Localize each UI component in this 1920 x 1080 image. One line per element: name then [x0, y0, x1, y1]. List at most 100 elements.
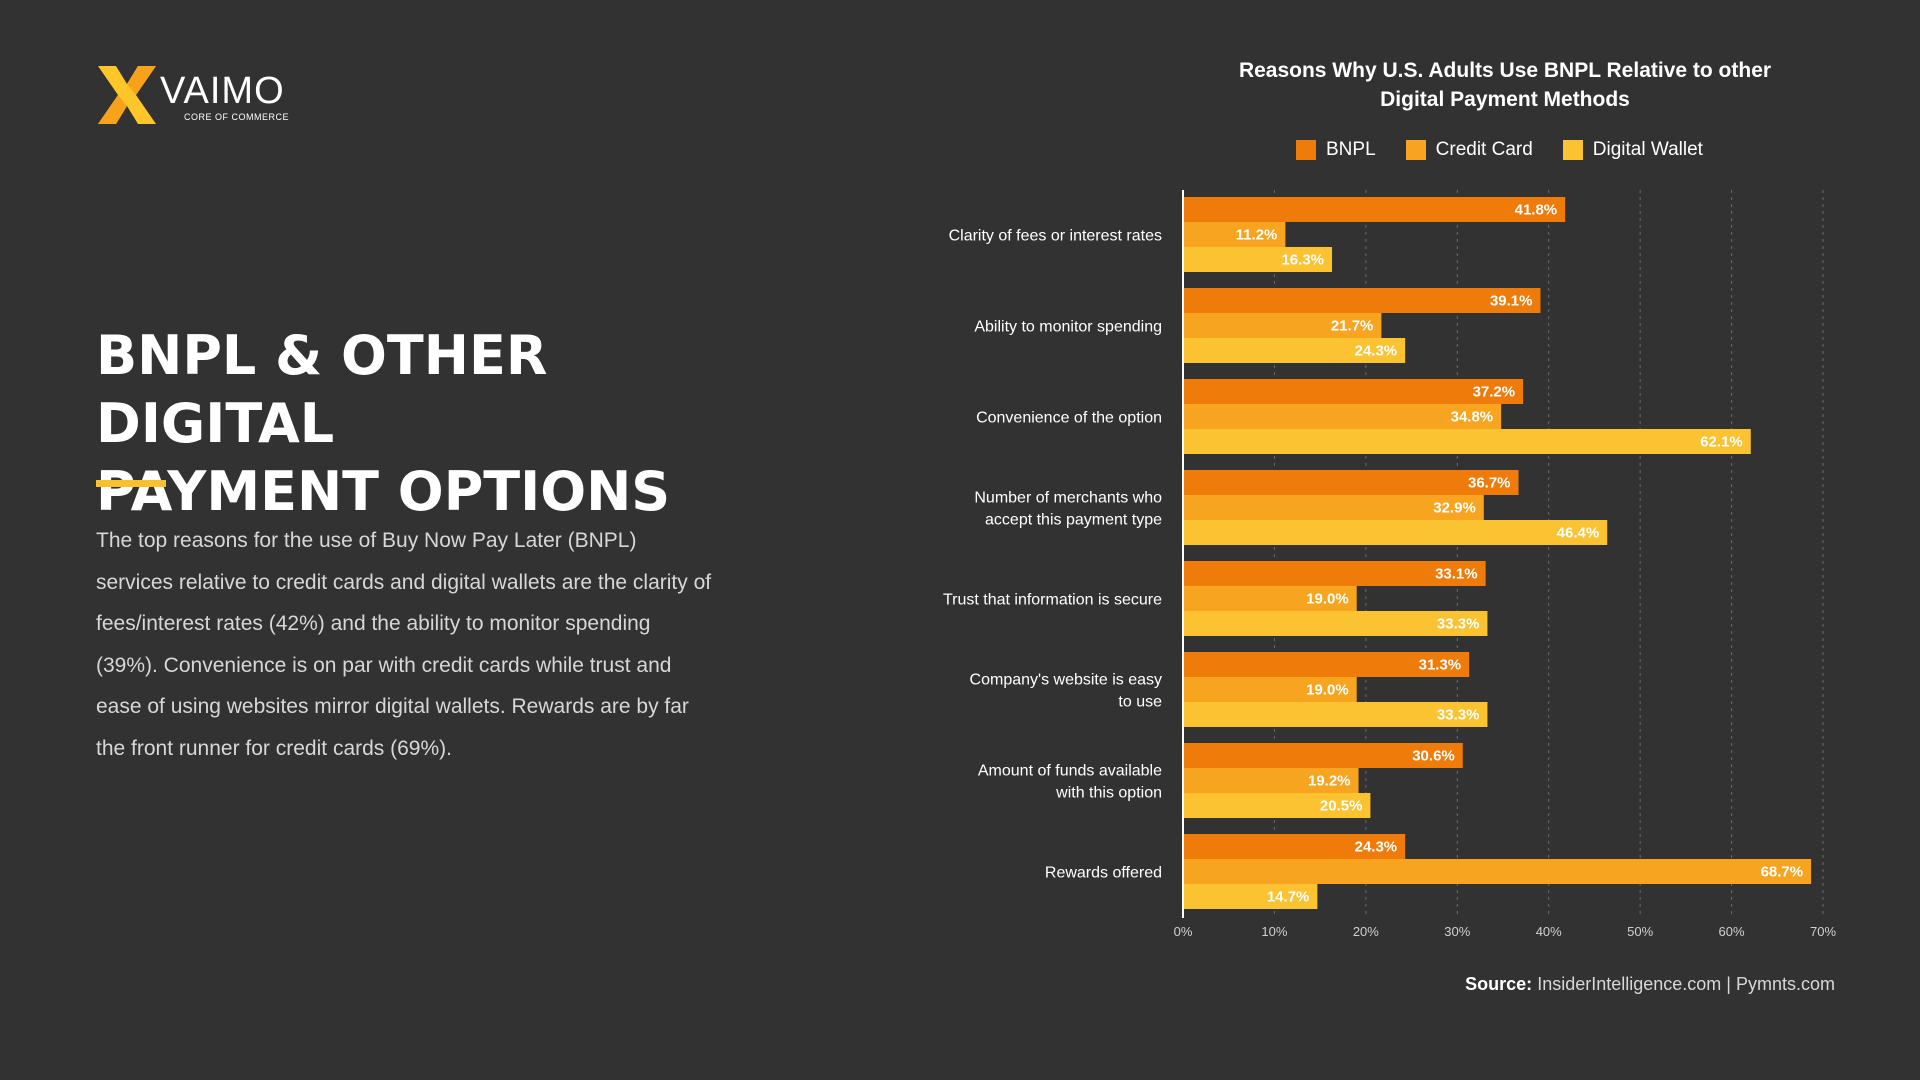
legend-label-credit-card: Credit Card: [1435, 139, 1533, 160]
bar-digital-wallet: [1183, 338, 1406, 363]
bar-value-label: 20.5%: [1320, 798, 1363, 815]
bar-value-label: 33.1%: [1435, 566, 1478, 583]
bar-value-label: 24.3%: [1355, 839, 1398, 856]
bar-credit-card: [1183, 222, 1286, 247]
category-label: Ability to monitor spending: [974, 319, 1162, 336]
x-tick-label: 0%: [1174, 924, 1193, 939]
brand-name: VAIMO: [160, 70, 285, 112]
x-tick-label: 10%: [1261, 924, 1287, 939]
category-label-line: Clarity of fees or interest rates: [949, 228, 1162, 245]
legend-item-digital-wallet: Digital Wallet: [1562, 139, 1703, 161]
bar-credit-card: [1183, 404, 1502, 429]
bar-value-label: 19.0%: [1306, 682, 1349, 699]
legend-swatch-credit-card: [1405, 140, 1426, 160]
bar-value-label: 31.3%: [1419, 657, 1462, 674]
bar-digital-wallet: [1183, 793, 1371, 818]
bar-bnpl: [1183, 561, 1486, 586]
bar-digital-wallet: [1183, 702, 1488, 727]
legend-swatch-digital-wallet: [1562, 140, 1583, 160]
category-label-line: Amount of funds available: [978, 763, 1162, 780]
bar-credit-card: [1183, 495, 1484, 520]
bar-value-label: 19.0%: [1306, 591, 1349, 608]
bar-value-label: 19.2%: [1308, 773, 1351, 790]
bar-bnpl: [1183, 652, 1470, 677]
category-label-line: to use: [1118, 694, 1162, 711]
legend-label-bnpl: BNPL: [1326, 139, 1376, 160]
bar-bnpl: [1183, 379, 1524, 404]
bar-value-label: 32.9%: [1433, 500, 1476, 517]
bar-value-label: 37.2%: [1473, 384, 1516, 401]
bar-value-label: 16.3%: [1281, 252, 1324, 269]
title-underline-accent: [96, 480, 166, 487]
bar-digital-wallet: [1183, 247, 1333, 272]
bar-value-label: 46.4%: [1557, 525, 1600, 542]
bar-credit-card: [1183, 586, 1357, 611]
bar-value-label: 39.1%: [1490, 293, 1533, 310]
bar-value-label: 14.7%: [1267, 889, 1310, 906]
chart-title: Reasons Why U.S. Adults Use BNPL Relativ…: [1180, 56, 1830, 114]
bar-digital-wallet: [1183, 520, 1608, 545]
category-label: Convenience of the option: [976, 410, 1162, 427]
category-label: Amount of funds available with this optio…: [978, 763, 1162, 802]
bar-bnpl: [1183, 288, 1541, 313]
bar-credit-card: [1183, 859, 1812, 884]
bar-value-label: 11.2%: [1236, 227, 1278, 244]
bar-digital-wallet: [1183, 884, 1318, 909]
chart-title-line-1: Reasons Why U.S. Adults Use BNPL Relativ…: [1238, 59, 1772, 82]
category-label-line: Convenience of the option: [976, 410, 1162, 427]
vaimo-x-logo-icon: [98, 66, 156, 124]
x-tick-label: 70%: [1810, 924, 1836, 939]
source-text: InsiderIntelligence.com | Pymnts.com: [1537, 974, 1835, 994]
bar-value-label: 24.3%: [1355, 343, 1398, 360]
page-title: BNPL & OTHER DIGITAL PAYMENT OPTIONS: [96, 322, 736, 526]
x-tick-label: 40%: [1536, 924, 1562, 939]
legend-item-credit-card: Credit Card: [1405, 139, 1533, 161]
chart-title-line-2: Digital Payment Methods: [1380, 88, 1630, 111]
bar-value-label: 41.8%: [1515, 202, 1558, 219]
category-label-line: Number of merchants who: [974, 490, 1162, 507]
bar-credit-card: [1183, 768, 1359, 793]
bar-value-label: 62.1%: [1700, 434, 1743, 451]
category-label-line: Company's website is easy: [970, 672, 1162, 689]
x-tick-label: 20%: [1353, 924, 1379, 939]
bar-credit-card: [1183, 313, 1382, 338]
bar-bnpl: [1183, 197, 1566, 222]
summary-paragraph: The top reasons for the use of Buy Now P…: [96, 529, 712, 760]
bar-bnpl: [1183, 743, 1463, 768]
category-label-line: Rewards offered: [1045, 865, 1162, 882]
source-note: Source: InsiderIntelligence.com | Pymnts…: [1465, 974, 1835, 995]
chart-legend: BNPL Credit Card Digital Wallet: [1296, 138, 1733, 162]
bar-value-label: 33.3%: [1437, 616, 1480, 633]
source-label: Source:: [1465, 974, 1533, 994]
brand-tagline: CORE OF COMMERCE: [184, 112, 290, 122]
bar-credit-card: [1183, 677, 1357, 702]
bar-value-label: 68.7%: [1761, 864, 1804, 881]
vaimo-logo: VAIMO CORE OF COMMERCE: [96, 62, 296, 132]
legend-label-digital-wallet: Digital Wallet: [1592, 139, 1703, 160]
bar-value-label: 30.6%: [1412, 748, 1455, 765]
category-label-line: with this option: [1055, 785, 1162, 802]
title-line-2: PAYMENT OPTIONS: [96, 460, 671, 523]
category-label-line: Trust that information is secure: [943, 592, 1162, 609]
x-tick-label: 60%: [1719, 924, 1745, 939]
title-line-1: BNPL & OTHER DIGITAL: [96, 324, 548, 455]
category-label: Trust that information is secure: [943, 592, 1162, 609]
bar-bnpl: [1183, 834, 1406, 859]
bar-value-label: 21.7%: [1331, 318, 1374, 335]
x-tick-label: 50%: [1627, 924, 1653, 939]
category-label: Rewards offered: [1045, 865, 1162, 882]
bar-bnpl: [1183, 470, 1519, 495]
legend-item-bnpl: BNPL: [1296, 139, 1376, 161]
category-label-line: Ability to monitor spending: [974, 319, 1162, 336]
bar-value-label: 33.3%: [1437, 707, 1480, 724]
x-tick-label: 30%: [1444, 924, 1470, 939]
category-label: Number of merchants who accept this payme…: [974, 490, 1162, 529]
category-label: Clarity of fees or interest rates: [949, 228, 1162, 245]
bar-digital-wallet: [1183, 611, 1488, 636]
category-label-line: accept this payment type: [985, 512, 1162, 529]
bar-value-label: 34.8%: [1451, 409, 1494, 426]
bar-value-label: 36.7%: [1468, 475, 1511, 492]
category-label: Company's website is easy to use: [970, 672, 1163, 711]
legend-swatch-bnpl: [1296, 140, 1316, 160]
